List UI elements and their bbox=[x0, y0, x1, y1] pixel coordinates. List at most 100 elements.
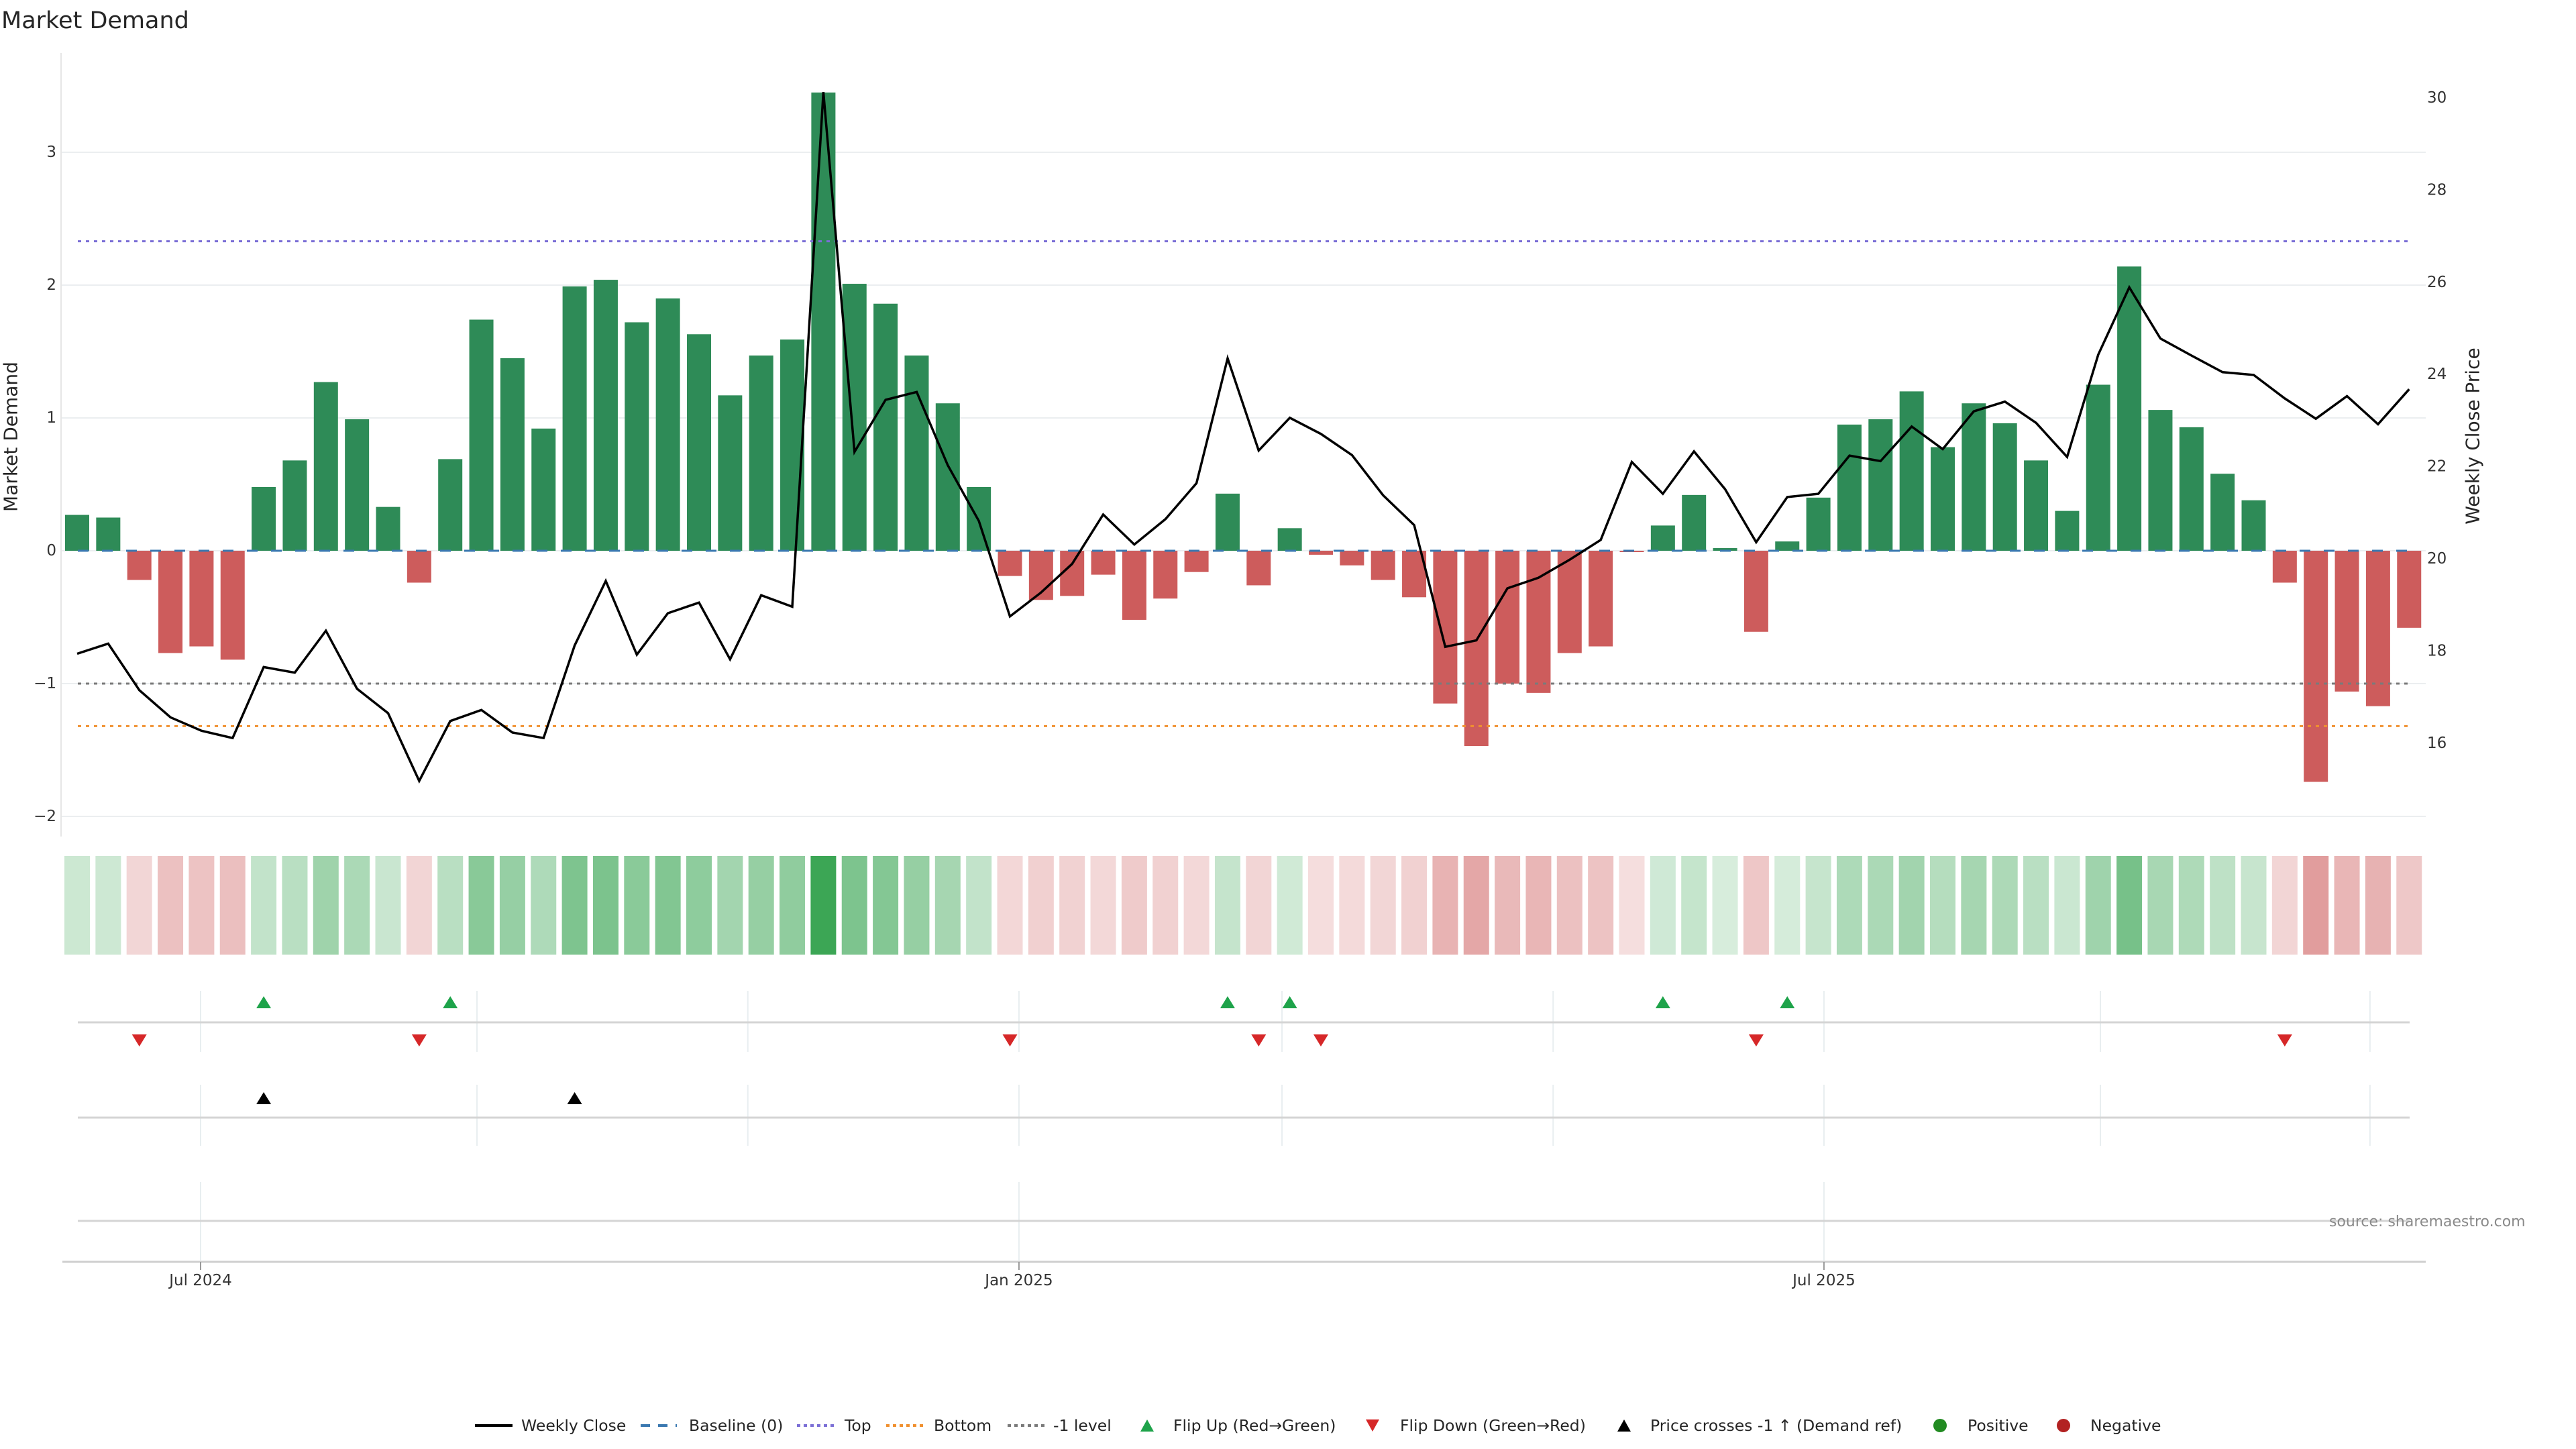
positive-bar bbox=[2055, 511, 2080, 551]
negative-bar bbox=[1589, 551, 1613, 647]
negative-bar bbox=[158, 551, 183, 653]
x-tick-label: Jul 2024 bbox=[168, 1272, 232, 1289]
strip-cell-negative bbox=[1556, 856, 1582, 955]
legend-item: -1 level bbox=[1008, 1416, 1112, 1435]
strip-cell-positive bbox=[2054, 856, 2080, 955]
negative-bar bbox=[1309, 551, 1333, 555]
strip-cell-positive bbox=[2178, 856, 2204, 955]
legend-item: Baseline (0) bbox=[641, 1416, 783, 1435]
flip-up-marker bbox=[1780, 996, 1795, 1008]
strip-cell-positive bbox=[1868, 856, 1894, 955]
positive-bar bbox=[2117, 266, 2142, 551]
positive-bar bbox=[531, 428, 556, 551]
negative-bar bbox=[1246, 551, 1271, 586]
positive-bar bbox=[500, 358, 525, 551]
positive-bar bbox=[96, 517, 121, 551]
weekly-close-series bbox=[76, 91, 2410, 784]
positive-bar bbox=[2148, 410, 2173, 551]
strip-cell-positive bbox=[2147, 856, 2174, 955]
x-ticks: Jul 2024 Jan 2025 Jul 2025 bbox=[168, 1262, 1856, 1289]
positive-bar bbox=[873, 303, 898, 551]
strip-cell-positive bbox=[1650, 856, 1676, 955]
positive-bar bbox=[2210, 474, 2235, 551]
positive-bar bbox=[1650, 525, 1675, 551]
triangle-up-icon bbox=[1140, 1419, 1154, 1432]
negative-bar bbox=[2272, 551, 2297, 583]
flip-down-marker bbox=[1251, 1034, 1267, 1046]
strip-cell-negative bbox=[219, 856, 246, 955]
flip-up-marker bbox=[1655, 996, 1670, 1008]
y-tick-label: 2 bbox=[46, 276, 56, 294]
triangle-up-icon bbox=[1617, 1419, 1631, 1432]
legend-label: Bottom bbox=[934, 1416, 991, 1435]
y2-tick-label: 24 bbox=[2427, 366, 2447, 383]
price-cross-marker bbox=[567, 1092, 582, 1104]
positive-bar bbox=[625, 322, 649, 551]
weekly-close-line bbox=[76, 91, 2410, 784]
strip-cell-positive bbox=[531, 856, 557, 955]
legend-item: Weekly Close bbox=[475, 1416, 626, 1435]
strip-cell-positive bbox=[437, 856, 464, 955]
strip-cell-negative bbox=[1588, 856, 1614, 955]
positive-bar bbox=[1682, 494, 1707, 551]
flip-down-marker bbox=[1002, 1034, 1018, 1046]
strip-cell-negative bbox=[1090, 856, 1116, 955]
positive-bar bbox=[376, 506, 400, 551]
legend-label: Flip Down (Green→Red) bbox=[1400, 1416, 1586, 1435]
strip-cell-positive bbox=[624, 856, 650, 955]
strip-cell-negative bbox=[2365, 856, 2391, 955]
chart-title: Market Demand bbox=[1, 7, 189, 34]
negative-bar bbox=[1153, 551, 1178, 599]
strip-cell-positive bbox=[282, 856, 308, 955]
strip-cell-positive bbox=[1681, 856, 1707, 955]
negative-bar bbox=[1495, 551, 1520, 684]
strip-cell-negative bbox=[2303, 856, 2329, 955]
positive-bar bbox=[904, 355, 929, 551]
strip-cell-positive bbox=[2210, 856, 2236, 955]
strip-cell-positive bbox=[375, 856, 401, 955]
y2-tick-label: 30 bbox=[2427, 89, 2447, 107]
negative-bar bbox=[1743, 551, 1768, 632]
positive-bar bbox=[1931, 447, 1955, 551]
positive-bar bbox=[935, 403, 960, 551]
flip-up-marker bbox=[256, 996, 272, 1008]
strip-cell-negative bbox=[1743, 856, 1769, 955]
legend-item: Top bbox=[797, 1416, 871, 1435]
y-tick-label: −1 bbox=[34, 675, 56, 692]
strip-cell-positive bbox=[1712, 856, 1738, 955]
strip-cell-positive bbox=[2023, 856, 2049, 955]
positive-bar bbox=[438, 459, 463, 551]
left-y-ticks: 3 2 1 0 −1 −2 bbox=[34, 144, 56, 825]
positive-bar bbox=[780, 339, 805, 551]
price-cross-marker bbox=[256, 1092, 272, 1104]
strip-cell-positive bbox=[873, 856, 899, 955]
strip-cell-negative bbox=[1619, 856, 1645, 955]
strip-cell-positive bbox=[313, 856, 339, 955]
strip-cell-negative bbox=[997, 856, 1023, 955]
negative-bar bbox=[1557, 551, 1582, 653]
flip-down-marker bbox=[131, 1034, 147, 1046]
positive-bar bbox=[1277, 528, 1302, 551]
negative-bar bbox=[127, 551, 152, 580]
x-tick-label: Jan 2025 bbox=[983, 1272, 1053, 1289]
strip-cell-positive bbox=[468, 856, 494, 955]
strip-cell-positive bbox=[1277, 856, 1303, 955]
dot-icon bbox=[2057, 1419, 2070, 1432]
strip-cell-negative bbox=[1525, 856, 1552, 955]
dot-icon bbox=[1933, 1419, 1947, 1432]
negative-bar bbox=[1433, 551, 1458, 704]
y2-tick-label: 20 bbox=[2427, 550, 2447, 568]
flip-up-marker bbox=[443, 996, 458, 1008]
strip-cell-negative bbox=[1463, 856, 1489, 955]
right-axis-label: Weekly Close Price bbox=[2462, 347, 2484, 524]
legend-item: Flip Down (Green→Red) bbox=[1366, 1416, 1586, 1435]
positive-bar bbox=[811, 92, 836, 551]
legend: Weekly Close Baseline (0) Top Bottom -1 leve… bbox=[475, 1416, 2161, 1435]
lower-panel-gridlines bbox=[200, 991, 2371, 1260]
flip-down-marker bbox=[1313, 1034, 1328, 1046]
demand-heat-strip bbox=[64, 856, 2422, 955]
y2-tick-label: 22 bbox=[2427, 458, 2447, 476]
strip-cell-positive bbox=[2116, 856, 2143, 955]
strip-cell-negative bbox=[1401, 856, 1428, 955]
positive-bar bbox=[718, 395, 743, 551]
